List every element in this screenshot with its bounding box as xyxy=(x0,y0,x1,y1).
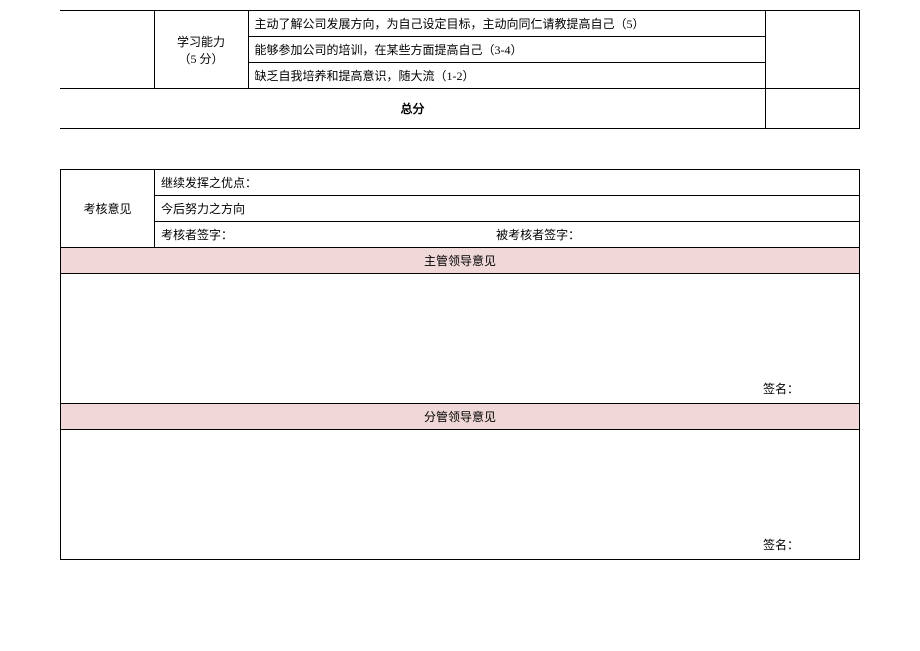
deputy-box: 签名： xyxy=(61,430,860,560)
assessee-sign-label: 被考核者签字： xyxy=(496,226,828,243)
deputy-sign-label: 签名： xyxy=(763,538,799,552)
opinions-table: 考核意见 继续发挥之优点： 今后努力之方向 考核者签字： 被考核者签字： 主管领… xyxy=(60,169,860,560)
opinion-row-2: 今后努力之方向 xyxy=(155,196,860,222)
category-score: （5 分） xyxy=(161,50,242,67)
opinion-label: 考核意见 xyxy=(61,170,155,248)
score-cell xyxy=(766,11,860,89)
opinion-row-1: 继续发挥之优点： xyxy=(155,170,860,196)
deputy-header: 分管领导意见 xyxy=(61,404,860,430)
signature-row: 考核者签字： 被考核者签字： xyxy=(155,222,860,248)
criteria-row-1: 主动了解公司发展方向，为自己设定目标，主动向同仁请教提高自己（5） xyxy=(248,11,766,37)
supervisor-header: 主管领导意见 xyxy=(61,248,860,274)
total-label: 总分 xyxy=(60,89,766,129)
supervisor-box: 签名： xyxy=(61,274,860,404)
criteria-row-2: 能够参加公司的培训，在某些方面提高自己（3-4） xyxy=(248,37,766,63)
empty-left-cell xyxy=(60,11,154,89)
total-score-cell xyxy=(766,89,860,129)
criteria-row-3: 缺乏自我培养和提高意识，随大流（1-2） xyxy=(248,63,766,89)
document-page: 学习能力 （5 分） 主动了解公司发展方向，为自己设定目标，主动向同仁请教提高自… xyxy=(0,0,920,560)
category-cell: 学习能力 （5 分） xyxy=(154,11,248,89)
assessment-table: 学习能力 （5 分） 主动了解公司发展方向，为自己设定目标，主动向同仁请教提高自… xyxy=(60,10,860,129)
supervisor-sign-label: 签名： xyxy=(763,382,799,396)
assessor-sign-label: 考核者签字： xyxy=(161,226,493,243)
spacer xyxy=(60,129,860,169)
category-label: 学习能力 xyxy=(161,33,242,50)
